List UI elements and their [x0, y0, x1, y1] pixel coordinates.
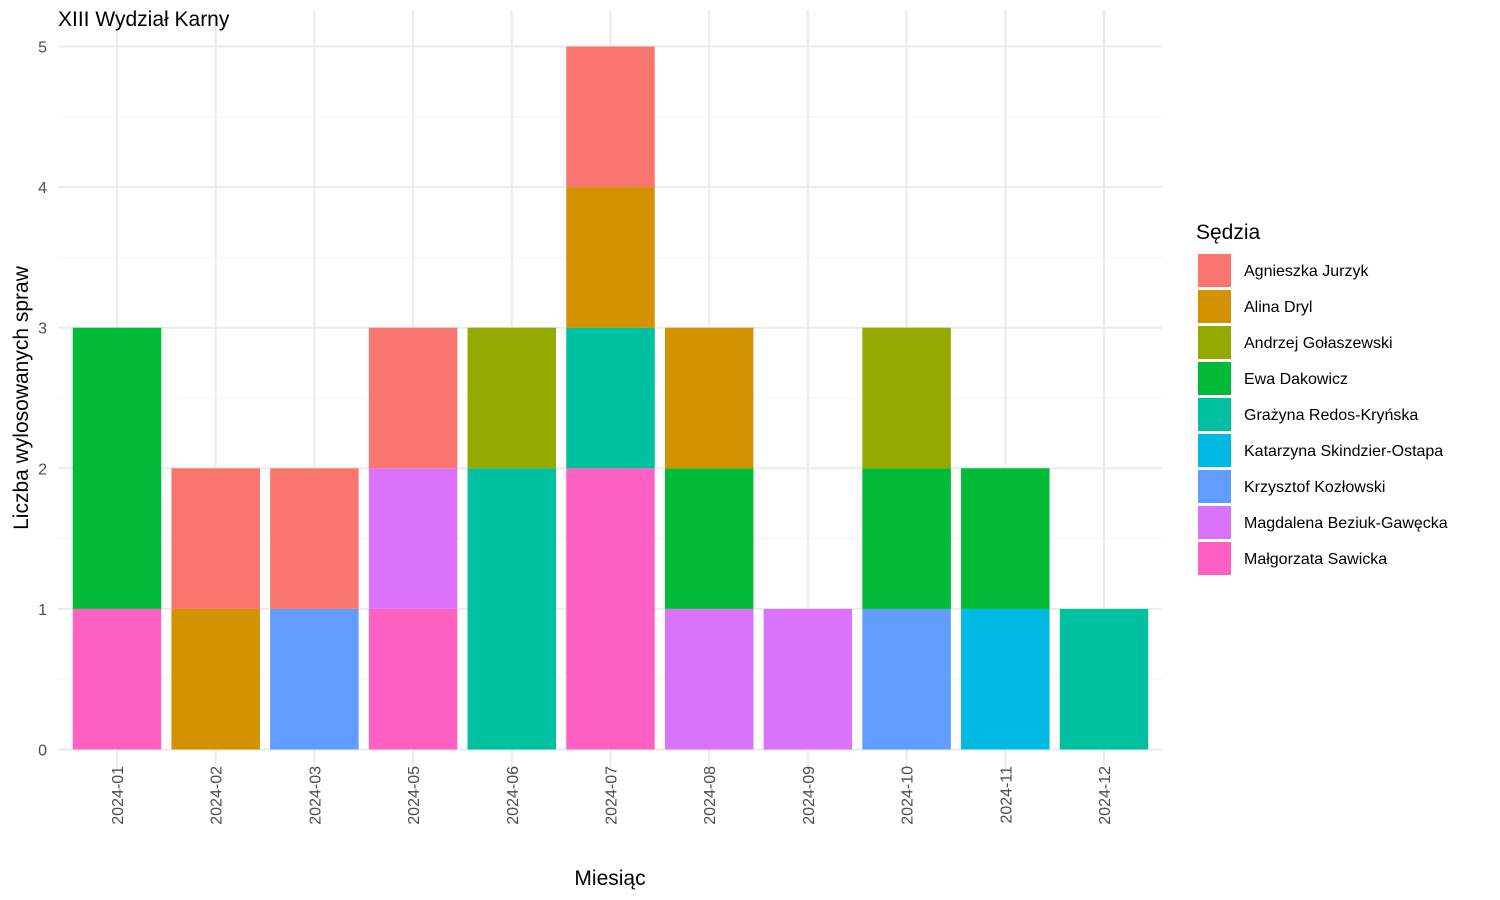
bar-segment: [368, 608, 458, 750]
x-axis-title: Miesiąc: [574, 867, 645, 890]
bar-segment: [961, 468, 1050, 609]
legend-swatch: [1198, 326, 1231, 359]
legend-swatch: [1198, 506, 1231, 539]
legend-swatch: [1198, 362, 1231, 395]
legend-swatch: [1198, 434, 1231, 467]
y-axis-title: Liczba wylosowanych spraw: [10, 265, 33, 530]
x-tick-label: 2024-11: [998, 766, 1015, 824]
bar-segment: [72, 327, 162, 609]
legend-label: Agnieszka Jurzyk: [1244, 263, 1369, 280]
x-axis-ticks: 2024-01 2024-02 2024-03 2024-05 2024-06 2024-…: [110, 766, 1114, 825]
legend-label: Krzysztof Kozłowski: [1244, 479, 1385, 496]
bar-segment: [368, 468, 458, 609]
y-tick-label: 0: [38, 743, 47, 760]
bar-segment: [467, 468, 557, 750]
bar-segment: [664, 608, 754, 750]
bar-segment: [961, 608, 1050, 750]
legend-label: Grażyna Redos-Kryńska: [1244, 407, 1418, 424]
legend-title: Sędzia: [1196, 221, 1261, 244]
bar-segment: [566, 468, 655, 750]
y-tick-label: 2: [38, 461, 47, 478]
x-tick-label: 2024-08: [702, 766, 719, 825]
bar-segment: [171, 468, 260, 609]
legend-swatch: [1198, 290, 1231, 323]
y-tick-label: 1: [38, 602, 47, 619]
legend-label: Magdalena Beziuk-Gawęcka: [1244, 515, 1448, 532]
legend-label: Andrzej Gołaszewski: [1244, 335, 1393, 352]
bar-segment: [566, 187, 655, 328]
x-tick-label: 2024-09: [801, 766, 818, 825]
bar-segment: [270, 608, 359, 750]
legend-label: Alina Dryl: [1244, 299, 1312, 316]
bar-segment: [1059, 608, 1149, 750]
bar-segment: [763, 608, 853, 750]
legend-swatch: [1198, 470, 1231, 503]
legend-swatch: [1198, 398, 1231, 431]
bar-segment: [72, 608, 162, 750]
y-axis-ticks: 0 1 2 3 4 5: [38, 40, 47, 760]
y-tick-label: 5: [38, 40, 47, 57]
bar-segment: [467, 327, 557, 469]
bar-segment: [171, 608, 260, 750]
legend-swatch: [1198, 254, 1231, 287]
bars: [72, 46, 1149, 750]
bar-segment: [862, 608, 951, 750]
bar-segment: [664, 327, 754, 469]
legend-label: Katarzyna Skindzier-Ostapa: [1244, 443, 1443, 460]
bar-segment: [862, 327, 951, 469]
legend-label: Małgorzata Sawicka: [1244, 551, 1387, 568]
bar-segment: [368, 327, 458, 469]
legend-swatch: [1198, 542, 1231, 575]
y-tick-label: 3: [38, 321, 47, 338]
bar-segment: [664, 468, 754, 609]
bar-segment: [566, 46, 655, 188]
x-tick-label: 2024-05: [406, 766, 423, 825]
x-tick-label: 2024-12: [1097, 766, 1114, 825]
bar-segment: [270, 468, 359, 609]
y-tick-label: 4: [38, 180, 47, 197]
chart-title: XIII Wydział Karny: [58, 8, 230, 31]
x-tick-label: 2024-10: [900, 766, 917, 825]
x-tick-label: 2024-01: [110, 766, 127, 825]
bar-segment: [566, 327, 655, 469]
x-tick-label: 2024-02: [209, 766, 226, 825]
x-tick-label: 2024-03: [307, 766, 324, 825]
legend-label: Ewa Dakowicz: [1244, 371, 1348, 388]
x-tick-label: 2024-07: [604, 766, 621, 825]
x-tick-label: 2024-06: [505, 766, 522, 825]
bar-segment: [862, 468, 951, 609]
legend: Sędzia Agnieszka Jurzyk Alina Dryl Andrzej…: [1196, 221, 1448, 575]
